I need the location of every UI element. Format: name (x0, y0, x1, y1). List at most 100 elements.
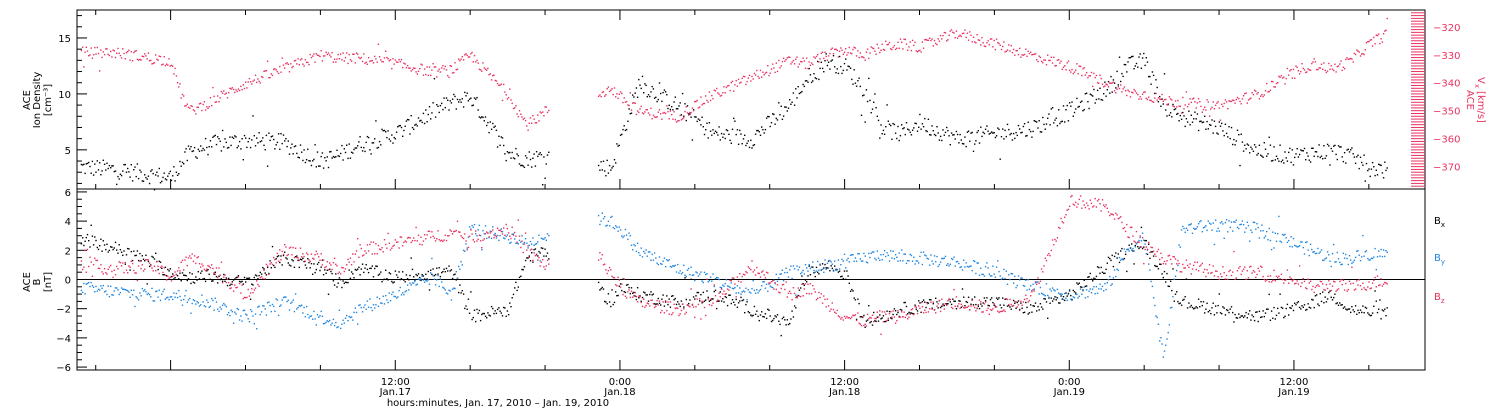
bx-series-point (459, 284, 461, 286)
by-series-point (924, 254, 926, 256)
bz-series-point (941, 298, 943, 300)
bz-series-point (905, 314, 908, 316)
vx-series-point (230, 88, 232, 90)
bx-series-point (865, 320, 868, 322)
by-series-point (663, 257, 666, 259)
bz-series-point (470, 229, 472, 231)
density-series-point (767, 115, 769, 118)
by-series-point (712, 273, 714, 275)
vx-series-point (809, 64, 812, 66)
vx-series-point (624, 101, 627, 103)
bx-series-point (741, 299, 743, 302)
density-series-point (821, 67, 824, 70)
bx-series-point (1219, 312, 1222, 314)
density-series-point (922, 126, 925, 128)
density-series-point (163, 172, 165, 174)
vx-series-point (321, 60, 324, 62)
bz-series-point (744, 274, 746, 276)
by-series-point (632, 249, 634, 251)
by-series-point (797, 269, 799, 271)
density-series-point (908, 129, 910, 131)
density-series-point (156, 171, 158, 173)
by-series-point (869, 256, 871, 259)
bx-series-point (1055, 299, 1057, 301)
bx-series-point (1096, 266, 1099, 268)
bx-series-point (890, 317, 892, 319)
by-series-point (544, 237, 546, 239)
density-series-point (748, 146, 751, 149)
vx-series-point (847, 52, 849, 54)
bx-series-point (707, 296, 709, 299)
density-series-point (413, 128, 415, 130)
bx-series-point (1212, 302, 1214, 304)
vx-series-point (740, 81, 742, 83)
vx-series-point (1061, 68, 1063, 70)
density-series-point (712, 129, 714, 131)
by-series-point (827, 267, 830, 269)
bx-series-point (908, 311, 910, 314)
density-series-point (779, 114, 781, 116)
by-series-point (656, 262, 658, 264)
density-series-point (697, 118, 700, 120)
density-series-point (814, 77, 816, 79)
vx-series-point (1071, 68, 1073, 71)
bx-series-point (608, 301, 611, 303)
vx-series-point (898, 47, 900, 49)
bx-series-point (653, 303, 656, 305)
bx-series-point (421, 274, 423, 276)
bx-series-point (602, 288, 605, 290)
by-series-point (167, 296, 169, 298)
bz-series-point (134, 272, 136, 274)
by-series-point (618, 226, 620, 228)
bz-series-point (420, 236, 422, 238)
by-series-point (725, 279, 728, 281)
vx-series-point (527, 129, 529, 131)
bx-series-point (1185, 278, 1188, 280)
bz-series-point (471, 233, 473, 235)
density-series-point (259, 141, 261, 143)
density-series-point (1253, 144, 1256, 146)
vx-series-point (91, 57, 94, 59)
vx-series-point (701, 104, 703, 106)
density-series-point (695, 116, 697, 118)
bx-series-point (840, 276, 842, 278)
density-series-point (88, 161, 90, 164)
vx-series-point (635, 113, 638, 116)
vx-series-point (1037, 60, 1039, 63)
by-series-point (753, 289, 756, 292)
bz-series-point (333, 257, 336, 259)
bz-series-point (236, 286, 238, 289)
bx-series-point (324, 269, 326, 271)
density-series-point (920, 128, 922, 130)
vx-series-point (529, 117, 532, 119)
density-series-point (1178, 120, 1180, 122)
vx-series-point (157, 59, 159, 61)
by-series-point (394, 295, 397, 298)
bz-series-point (601, 254, 603, 256)
vx-series-point (1341, 69, 1343, 72)
vx-series-point (1014, 54, 1016, 56)
vx-series-point (1183, 108, 1185, 110)
vx-series-point (473, 54, 476, 57)
vx-series-point (223, 90, 225, 92)
bz-series-point (453, 230, 455, 233)
by-series-point (422, 279, 425, 281)
bx-series-point (370, 267, 372, 270)
by-series-point (439, 278, 442, 280)
bz-series-point (509, 235, 511, 237)
vx-series-point (818, 61, 820, 63)
vx-series-point (879, 51, 881, 54)
by-series-point (1227, 231, 1229, 233)
vx-series-point (484, 68, 487, 70)
by-series-point (1309, 243, 1312, 245)
bx-series-point (1223, 307, 1225, 309)
vx-series-point (136, 58, 139, 60)
by-series-point (346, 314, 348, 317)
vx-series-point (848, 46, 850, 49)
bz-series-point (907, 318, 909, 320)
density-series-point (649, 95, 651, 98)
bx-series-point (516, 289, 518, 292)
vx-series-point (1139, 96, 1141, 98)
by-series-point (348, 315, 350, 318)
bz-series-point (759, 276, 762, 278)
